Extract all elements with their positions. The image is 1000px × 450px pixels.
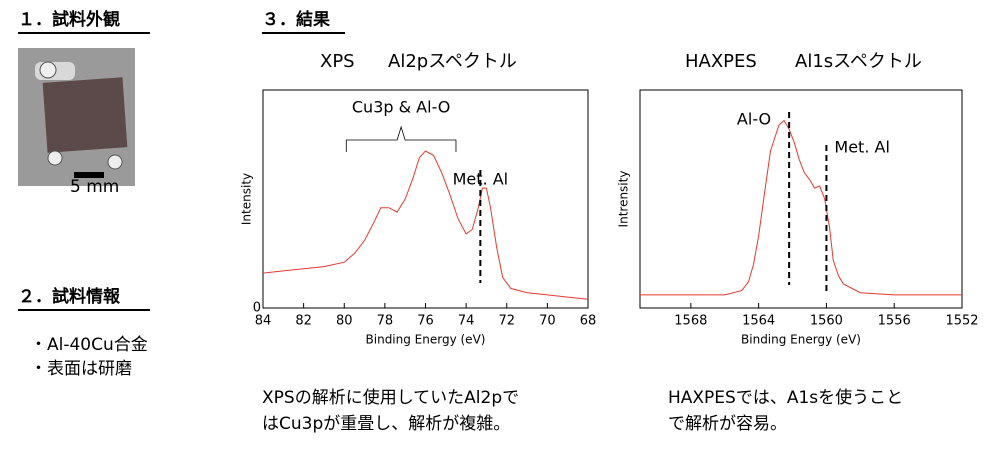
x-tick-label: 1568: [674, 314, 707, 329]
heading: ３．結果: [262, 9, 330, 30]
x-tick-label: 84: [255, 314, 272, 329]
heading: ２．試料情報: [18, 286, 121, 307]
heading: １．試料外観: [18, 9, 120, 30]
chart-title: XPS: [320, 51, 355, 72]
annotation: Cu3p & Al-O: [352, 98, 451, 117]
x-axis-label: Binding Energy (eV): [366, 333, 486, 347]
sample-photo: [18, 48, 135, 186]
x-tick-label: 78: [377, 314, 394, 329]
y-tick-label: 0: [253, 301, 261, 316]
chart-title: Al1sスペクトル: [795, 51, 922, 72]
caption: はCu3pが重畳し、解析が複雑。: [262, 414, 510, 434]
chart-title: Al2pスペクトル: [388, 51, 517, 72]
caption: で解析が容易。: [668, 414, 787, 434]
caption: XPSの解析に使用していたAl2pで: [262, 387, 519, 408]
x-tick-label: 1552: [945, 314, 978, 329]
x-tick-label: 1560: [810, 314, 843, 329]
scale-label: 5 mm: [70, 177, 119, 197]
bracket: [345, 125, 457, 152]
x-axis-label: Binding Energy (eV): [741, 333, 861, 347]
annotation: Al-O: [737, 110, 771, 129]
x-tick-label: 82: [295, 314, 312, 329]
x-tick-label: 76: [417, 314, 434, 329]
y-axis-label: Intrensity: [617, 171, 631, 228]
chart-title: HAXPES: [685, 51, 757, 72]
x-tick-label: 80: [336, 314, 353, 329]
x-tick-label: 1556: [878, 314, 911, 329]
spectrum-line: [640, 119, 962, 296]
x-tick-label: 68: [580, 314, 597, 329]
x-tick-label: 1564: [742, 314, 775, 329]
annotation: Met. Al: [834, 138, 889, 157]
annotation: Met. Al: [453, 170, 508, 189]
x-tick-label: 72: [498, 314, 515, 329]
y-axis-label: Intensity: [240, 173, 254, 225]
plot-frame: [639, 89, 963, 309]
plot-frame: [262, 89, 589, 309]
spectrum-line: [262, 150, 589, 300]
info-item: ・表面は研磨: [30, 359, 132, 379]
x-tick-label: 74: [458, 314, 475, 329]
x-tick-label: 70: [539, 314, 556, 329]
info-item: ・Al-40Cu合金: [30, 335, 148, 355]
caption: HAXPESでは、A1sを使うこと: [668, 387, 903, 408]
